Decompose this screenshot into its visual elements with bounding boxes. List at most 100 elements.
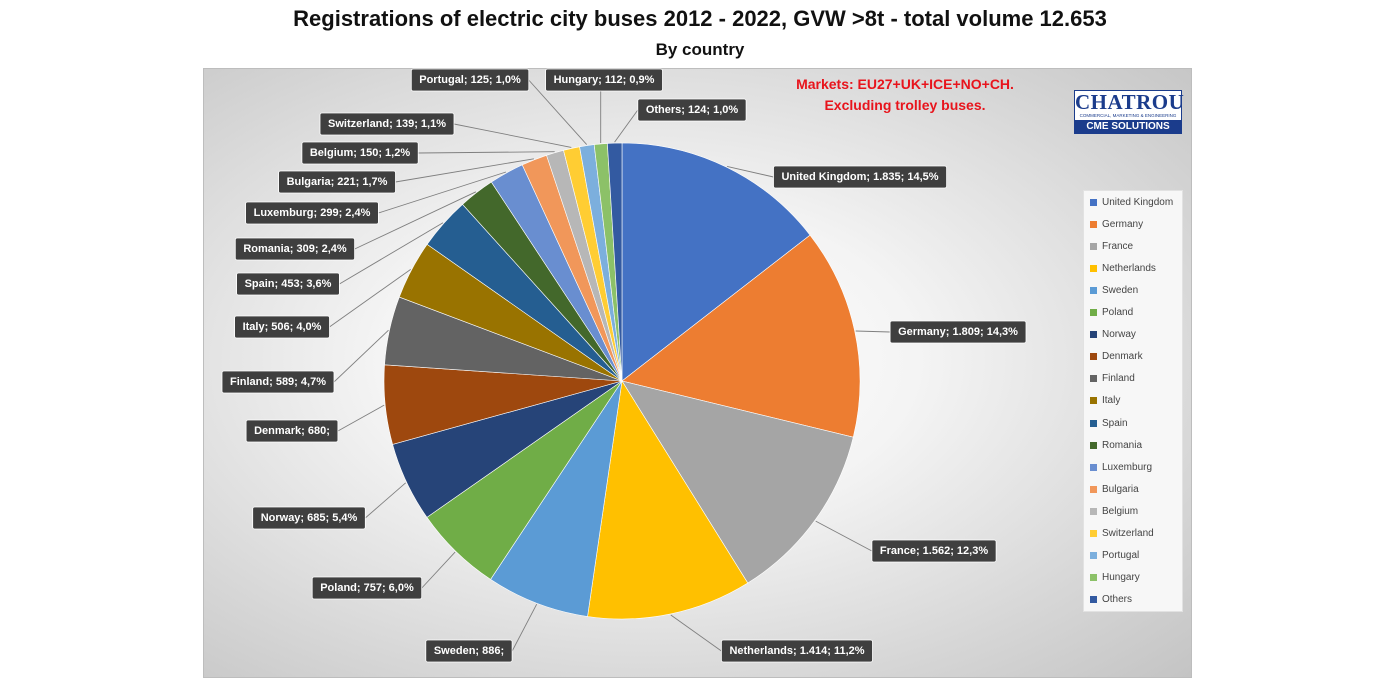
legend-swatch (1090, 397, 1097, 405)
pie-slice-sweden (490, 380, 623, 617)
pie-slice-others (607, 142, 623, 382)
leader-line-romania (354, 191, 477, 250)
leader-line-poland (421, 551, 456, 589)
market-note: Markets: EU27+UK+ICE+NO+CH. Excluding tr… (770, 74, 1040, 116)
leader-line-denmark (337, 404, 385, 432)
leader-line-norway (365, 482, 406, 519)
data-label-box-netherlands (721, 639, 873, 663)
legend-swatch (1090, 286, 1097, 294)
legend-label: Romania (1102, 439, 1143, 451)
legend-label: Sweden (1102, 284, 1139, 296)
legend-swatch (1090, 596, 1097, 604)
data-label-box-romania (234, 237, 356, 261)
legend-label: Spain (1102, 417, 1128, 429)
leader-line-united-kingdom (726, 165, 774, 178)
pie-slice-germany (621, 234, 861, 438)
data-label-germany: Germany; 1.809; 14,3% (898, 326, 1018, 338)
legend-item-poland: Poland (1090, 306, 1133, 320)
data-label-denmark: Denmark; 680; (254, 425, 330, 437)
data-label-box-hungary (545, 68, 663, 92)
data-label-norway: Norway; 685; 5,4% (261, 512, 358, 524)
market-note-line-1: Markets: EU27+UK+ICE+NO+CH. (796, 76, 1014, 92)
data-label-box-luxemburg (245, 201, 379, 225)
logo-main-text: CHATROU (1075, 90, 1185, 114)
legend-label: Norway (1102, 329, 1136, 341)
market-note-line-2: Excluding trolley buses. (824, 97, 986, 113)
leader-line-others (614, 109, 639, 143)
legend-item-united-kingdom: United Kingdom (1090, 195, 1173, 209)
legend-swatch (1090, 198, 1097, 206)
data-label-box-bulgaria (278, 170, 396, 194)
data-label-box-spain (236, 272, 340, 296)
legend-item-france: France (1090, 239, 1133, 253)
data-label-portugal: Portugal; 125; 1,0% (419, 74, 521, 86)
logo-sub-text: COMMERCIAL, MARKETING & ENGINEERING (1079, 113, 1177, 118)
data-label-spain: Spain; 453; 3,6% (245, 278, 332, 290)
leader-line-switzerland (453, 123, 572, 148)
legend-label: Netherlands (1102, 262, 1156, 274)
legend-swatch (1090, 441, 1097, 449)
data-label-box-france (871, 539, 997, 563)
pie-slice-france (621, 380, 854, 584)
leader-line-italy (329, 269, 411, 328)
legend-item-bulgaria: Bulgaria (1090, 482, 1139, 496)
leader-line-finland (333, 329, 389, 383)
data-label-box-united-kingdom (773, 165, 948, 189)
leader-line-netherlands (670, 614, 722, 652)
legend-swatch (1090, 264, 1097, 272)
legend-label: Finland (1102, 373, 1135, 385)
legend-swatch (1090, 331, 1097, 339)
data-label-france: France; 1.562; 12,3% (880, 545, 988, 557)
legend-item-norway: Norway (1090, 328, 1136, 342)
legend-item-romania: Romania (1090, 438, 1142, 452)
data-label-box-portugal (410, 68, 530, 92)
data-label-romania: Romania; 309; 2,4% (243, 243, 347, 255)
data-label-luxemburg: Luxemburg; 299; 2,4% (254, 207, 371, 219)
data-label-others: Others; 124; 1,0% (646, 104, 739, 116)
legend-swatch (1090, 220, 1097, 228)
legend-item-italy: Italy (1090, 394, 1120, 408)
data-label-belgium: Belgium; 150; 1,2% (310, 147, 410, 159)
legend-swatch (1090, 309, 1097, 316)
legend-swatch (1090, 419, 1097, 427)
legend-label: Italy (1102, 395, 1121, 407)
data-label-box-norway (252, 506, 366, 530)
legend-label: Denmark (1102, 351, 1143, 363)
legend-label: Hungary (1102, 572, 1140, 584)
legend-swatch (1090, 353, 1097, 361)
leader-line-spain (339, 222, 444, 285)
legend-item-others: Others (1090, 593, 1132, 607)
leader-lines (329, 79, 891, 652)
legend-label: Belgium (1102, 505, 1139, 517)
leader-line-belgium (418, 151, 555, 154)
data-label-box-switzerland (319, 112, 455, 136)
chart-legend: United Kingdom Germany France Netherlands Sw… (1083, 190, 1183, 612)
pie-slices (383, 142, 861, 620)
legend-item-denmark: Denmark (1090, 350, 1143, 364)
legend-label: Others (1102, 594, 1133, 606)
data-label-box-sweden (425, 639, 513, 663)
leader-line-france (815, 520, 873, 552)
legend-item-germany: Germany (1090, 217, 1143, 231)
data-label-poland: Poland; 757; 6,0% (320, 582, 414, 594)
legend-swatch (1090, 242, 1097, 250)
legend-item-luxemburg: Luxemburg (1090, 460, 1152, 474)
chart-title: Registrations of electric city buses 201… (293, 6, 1107, 31)
legend-swatch (1090, 375, 1097, 383)
legend-item-switzerland: Switzerland (1090, 527, 1154, 541)
legend-item-sweden: Sweden (1090, 283, 1138, 297)
data-label-switzerland: Switzerland; 139; 1,1% (328, 118, 446, 130)
data-label-sweden: Sweden; 886; (434, 645, 504, 657)
legend-swatch (1090, 574, 1097, 582)
legend-label: Poland (1102, 307, 1134, 318)
data-label-box-denmark (245, 419, 339, 443)
leader-line-germany (855, 330, 891, 333)
legend-swatch (1090, 552, 1097, 560)
legend-label: Germany (1102, 218, 1144, 230)
data-label-box-belgium (301, 141, 419, 165)
leader-line-bulgaria (395, 158, 534, 183)
legend-label: France (1102, 240, 1134, 252)
leader-line-sweden (511, 603, 538, 652)
data-label-box-others (637, 98, 747, 122)
